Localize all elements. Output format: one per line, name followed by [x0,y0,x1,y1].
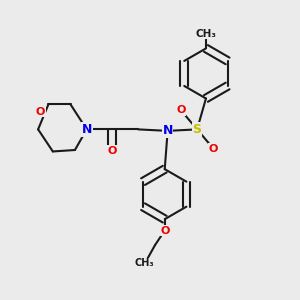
Text: O: O [176,105,186,115]
Text: O: O [160,226,169,236]
Text: CH₃: CH₃ [134,258,154,268]
Text: N: N [82,123,92,136]
Text: O: O [208,143,218,154]
Text: O: O [107,146,116,156]
Text: CH₃: CH₃ [195,28,216,38]
Text: O: O [36,106,45,117]
Text: S: S [193,123,202,136]
Text: N: N [163,124,173,137]
